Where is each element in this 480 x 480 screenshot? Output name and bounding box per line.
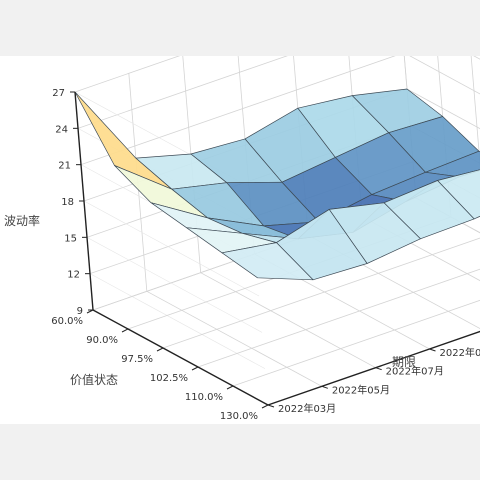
z-tick-label: 21 [58,161,71,172]
grid-line [80,52,405,166]
x-tick-mark [226,385,234,390]
x-tick-label: 97.5% [121,354,153,365]
z-tick-label: 27 [52,88,65,99]
axes-layer [70,91,480,409]
y-axis-title: 期限 [392,355,416,369]
grid-line [86,237,263,333]
y-tick-mark [321,385,328,389]
grid-line [403,52,480,95]
x-tick-mark [261,404,269,409]
grid-line [83,200,260,297]
grid-line [89,273,266,369]
y-tick-label: 2022年07月 [386,365,444,378]
z-tick-label: 15 [64,233,77,244]
y-tick-mark [375,367,382,371]
grid-line [406,88,480,130]
x-tick-label: 90.0% [86,335,118,346]
x-tick-mark [156,347,164,352]
y-tick-mark [429,348,436,352]
x-tick-mark [121,328,129,333]
x-tick-label: 110.0% [185,392,223,403]
z-axis-title: 波动率 [4,213,40,228]
surface-layer [74,88,480,281]
x-tick-mark [86,309,94,314]
x-tick-label: 60.0% [51,316,83,327]
surface-patch [221,242,314,281]
x-tick-label: 130.0% [220,411,258,422]
x-axis-title: 价值状态 [70,372,118,387]
y-tick-label: 2022年05月 [332,383,390,396]
y-tick-mark [267,404,275,408]
x-axis-line [92,309,269,406]
labels-layer: 9 12 15 18 21 24 27 60.0%90.0%97.5% 102.5% 110.0%… [51,88,480,422]
z-tick-label: 18 [61,197,74,208]
chart-area: 9 12 15 18 21 24 27 60.0% 90.0% 97.5% 102.5% 110.0%… [0,0,480,424]
grid-line [146,290,323,387]
x-tick-mark [191,366,199,371]
surface-chart: 9 12 15 18 21 24 27 60.0%90.0%97.5% 102.5% 110.0%… [4,0,480,422]
z-tick-label: 12 [67,270,80,281]
z-tick-label: 24 [55,124,68,135]
y-tick-label: 2022年08月 [440,346,480,359]
grid-line [200,272,376,369]
z-tick-label: 9 [77,306,83,317]
x-tick-label: 102.5% [150,373,188,384]
y-tick-label: 2022年03月 [278,402,336,415]
